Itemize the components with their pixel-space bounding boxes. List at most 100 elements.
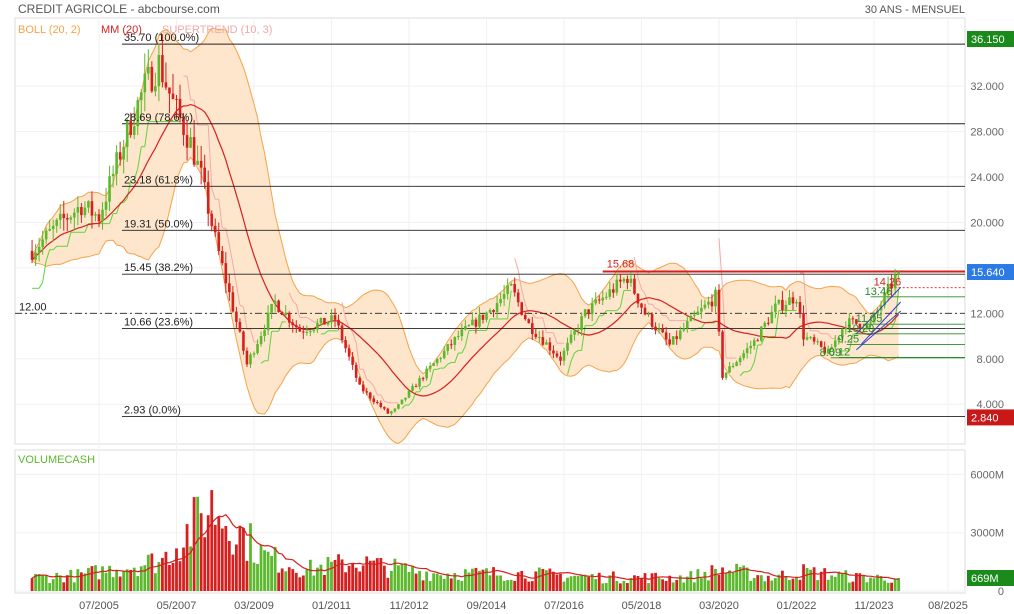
candle-body [685,321,689,329]
volume-bar [76,569,80,591]
candle-body [742,353,745,358]
volume-bar [851,581,855,591]
trend-channel [856,286,902,351]
volume-bar [601,583,605,591]
volume-bar [425,571,429,591]
supertrend-segment [419,386,424,393]
volume-bar [316,567,319,591]
candle-body [724,372,728,378]
candle-body [284,312,288,316]
candle-body [108,176,111,202]
volume-bar [819,571,823,591]
supertrend-segment [700,322,706,329]
volume-bar [58,575,62,591]
candle-body [125,120,129,147]
candle-body [629,278,633,283]
supertrend-segment [426,383,431,388]
supertrend-segment [803,273,808,323]
candle-body [552,350,555,354]
supertrend-segment [595,315,600,324]
volume-bar [414,573,418,591]
volume-bar [139,566,143,591]
candle-body [545,342,548,345]
volume-bar [492,567,495,591]
volume-bar [714,568,717,591]
volume-bar [865,582,869,591]
candle-body [809,337,812,339]
candle-body [37,246,41,253]
candle-body [696,311,700,315]
candle-body [619,279,622,282]
volume-bar [435,573,439,591]
volume-bar [301,575,305,591]
candle-body [386,408,390,414]
supertrend-segment [225,228,230,245]
candle-body [569,334,573,343]
candle-body [735,362,738,366]
candle-body [689,315,693,322]
candle-body [344,340,347,349]
volume-bar [523,578,527,591]
volume-bar [777,574,781,591]
price-tick-label: 24.000 [970,172,1004,184]
candle-body [728,366,731,373]
legend-volume: VOLUMECASH [18,454,95,466]
supertrend-segment [341,302,347,319]
volume-bar [784,576,788,591]
volume-bar [62,582,66,591]
candle-body [390,411,393,414]
candle-body [139,92,143,101]
volume-bar [862,576,865,591]
channel-mid [861,301,902,345]
supertrend-segment [454,352,459,363]
supertrend-segment [574,349,579,354]
volume-bar [615,581,619,591]
candle-body [326,322,330,325]
candle-body [759,326,763,341]
candle-body [302,331,305,333]
volume-panel [14,449,966,594]
candle-body [763,322,767,327]
candle-body [30,250,34,260]
volume-bar [41,574,45,591]
candle-body [675,336,679,339]
volume-bar [876,574,879,591]
supertrend-segment [827,333,833,339]
supertrend-segment [109,213,114,224]
candle-body [245,350,249,365]
volume-bar [287,567,291,591]
volume-bar [94,565,97,591]
volume-bar [386,577,390,591]
volume-bar [893,578,897,591]
supertrend-segment [461,345,466,354]
volume-bar [319,564,323,591]
volume-bar [421,580,425,591]
volume-bar [368,560,372,591]
volume-bar [456,579,460,591]
volume-bar [788,580,791,591]
volume-bar [418,570,421,591]
volume-bar [626,583,629,591]
date-tick-label: 08/2025 [928,600,968,612]
supertrend-segment [591,322,597,327]
volume-bar [83,573,87,591]
candle-body [523,314,527,320]
volume-bar [460,581,464,591]
supertrend-segment [144,121,149,147]
fibonacci-label: 23.18 (61.8%) [124,174,193,186]
candle-body [752,340,756,346]
volume-bar [611,571,615,591]
candle-body [795,302,798,304]
volume-bar [382,565,386,591]
volume-bar [840,573,844,591]
price-tick-label: 8.000 [976,354,1004,366]
volume-bar [189,546,192,591]
volume-bar [527,581,531,591]
candle-body [812,337,816,342]
candle-body [171,93,175,99]
candle-body [781,299,784,310]
price-tick-label: 32.000 [970,81,1004,93]
candle-body [788,297,791,305]
candle-body [185,135,189,148]
candle-body [372,398,376,403]
